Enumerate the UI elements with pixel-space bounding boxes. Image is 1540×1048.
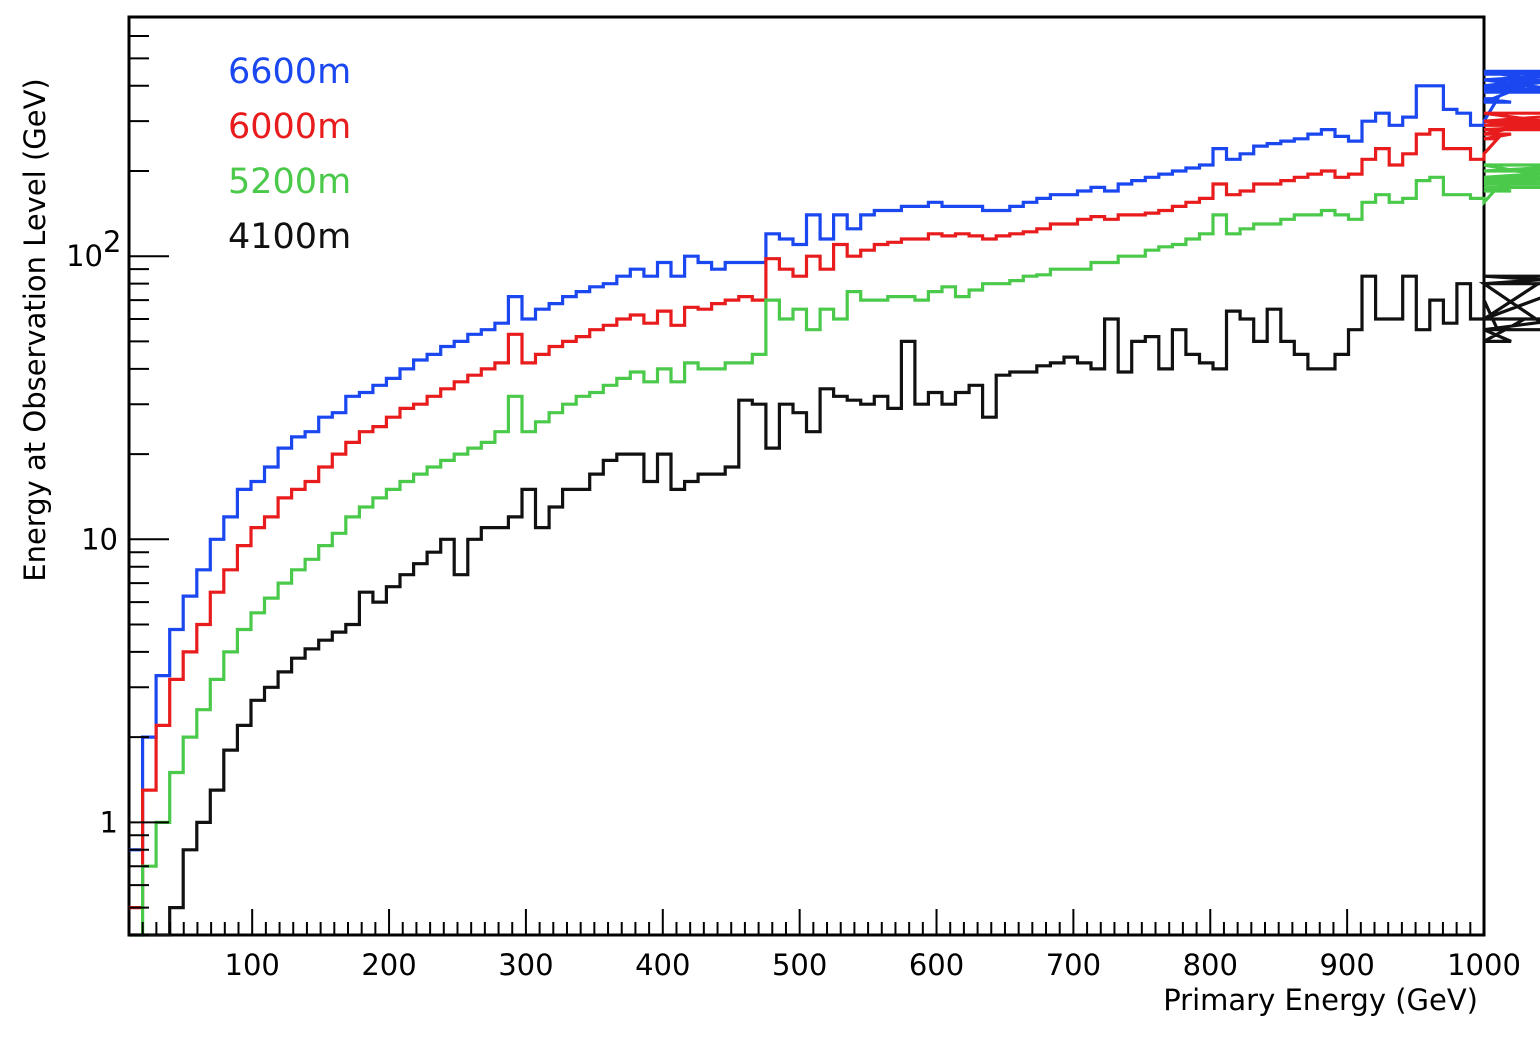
x-tick-label: 500 <box>772 948 827 982</box>
y-tick-label: 1 <box>100 805 118 839</box>
legend: 6600m 6000m 5200m 4100m <box>228 52 351 257</box>
x-axis-title: Primary Energy (GeV) <box>1163 983 1478 1017</box>
series-layer <box>129 69 1540 937</box>
series-4100m <box>129 274 1540 937</box>
legend-entry: 6000m <box>228 107 351 147</box>
y-axis-title: Energy at Observation Level (GeV) <box>18 78 52 581</box>
x-tick-label: 200 <box>361 948 416 982</box>
y-tick-label: 10 <box>66 239 103 273</box>
y-tick-label: 10 <box>81 522 118 556</box>
x-tick-label: 100 <box>225 948 280 982</box>
y-tick-exponent: 2 <box>103 225 121 259</box>
x-tick-label: 700 <box>1046 948 1101 982</box>
x-tick-label: 1000 <box>1447 948 1521 982</box>
x-tick-label: 400 <box>635 948 690 982</box>
x-tick-label: 600 <box>909 948 964 982</box>
plot-frame <box>127 15 1486 937</box>
x-axis-ticks: 100 200 300 400 500 600 700 800 900 1000 <box>141 909 1521 982</box>
x-tick-label: 900 <box>1319 948 1374 982</box>
series-5200m <box>129 163 1540 937</box>
series-6600m <box>129 69 1540 852</box>
x-tick-label: 800 <box>1183 948 1238 982</box>
x-tick-label: 300 <box>498 948 553 982</box>
legend-entry: 4100m <box>228 217 351 257</box>
legend-entry: 6600m <box>228 52 351 92</box>
legend-entry: 5200m <box>228 162 351 202</box>
series-6000m <box>129 111 1540 910</box>
